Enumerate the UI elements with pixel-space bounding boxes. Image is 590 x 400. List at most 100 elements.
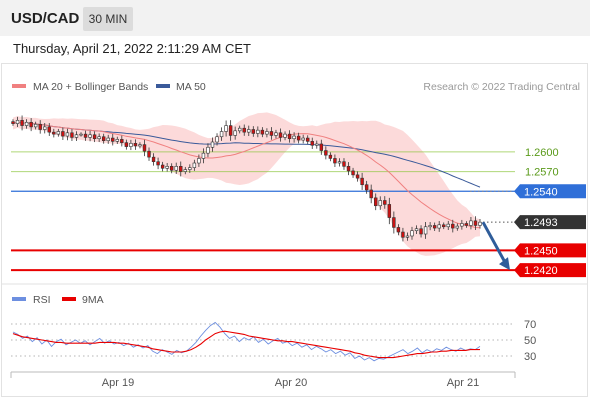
symbol-title: USD/CAD [11, 10, 80, 27]
candle [446, 220, 450, 230]
candle [378, 196, 382, 210]
date-label: Apr 21 [447, 377, 479, 389]
candle-body [260, 129, 265, 135]
candle-body [351, 170, 355, 176]
candle [237, 125, 242, 134]
candle-body [138, 144, 142, 147]
candle [423, 221, 428, 239]
candle-body [310, 141, 314, 146]
candle-body [97, 136, 101, 140]
candle-body [233, 130, 237, 136]
candle [392, 211, 396, 234]
candle-body [319, 143, 324, 151]
candle [360, 172, 364, 190]
candle [38, 120, 42, 134]
candle [124, 139, 129, 150]
candle-body [192, 162, 197, 168]
candle-body [29, 121, 33, 128]
candle [437, 221, 441, 232]
candle-body [478, 221, 482, 226]
moving-averages [12, 121, 481, 229]
candle-body [301, 137, 305, 141]
candle [469, 216, 473, 230]
ma20-line [12, 121, 481, 229]
candle [33, 121, 38, 130]
candle-body [278, 132, 283, 138]
candle-body [92, 134, 97, 140]
current-price-label: 1.2493 [524, 217, 558, 229]
candle [242, 124, 246, 136]
candle-body [38, 123, 42, 130]
candle-body [464, 223, 469, 226]
candle [97, 133, 101, 143]
candle-body [355, 174, 360, 179]
candle [115, 136, 119, 145]
candle-body [142, 144, 147, 152]
candle [364, 180, 369, 194]
candle [79, 132, 83, 137]
candle [206, 143, 210, 158]
candle [15, 116, 20, 128]
candle [419, 225, 423, 238]
current-price-tag: 1.2493 [514, 215, 586, 230]
candle [43, 123, 47, 134]
candle [428, 222, 432, 231]
candle-body [79, 133, 83, 136]
candle [355, 171, 360, 182]
candle [410, 226, 414, 240]
candle [369, 184, 373, 204]
candle-body [83, 133, 88, 138]
candle [228, 120, 233, 141]
candle [129, 139, 133, 151]
rsi-line [12, 321, 481, 362]
candle [455, 223, 460, 231]
rsi-tick-label: 50 [524, 335, 536, 347]
candle-body [11, 121, 15, 124]
candle-body [219, 131, 224, 138]
candle [92, 131, 97, 143]
candle [24, 119, 29, 129]
candle-body [179, 166, 183, 172]
candle-body [237, 127, 242, 132]
candle-body [364, 184, 369, 191]
candle-body [52, 131, 56, 135]
candle [179, 161, 183, 177]
candle [61, 127, 65, 140]
candle [192, 159, 197, 171]
forecast-arrow [481, 221, 510, 271]
ma20-legend-swatch [12, 84, 26, 88]
candle [56, 128, 61, 137]
forecast-arrowhead [499, 257, 510, 271]
candle [269, 127, 274, 140]
candle [201, 148, 206, 164]
candle [319, 139, 324, 155]
candle-body [401, 231, 405, 238]
candle-body [405, 235, 410, 238]
timeframe-button[interactable]: 30 MIN [83, 7, 133, 31]
candle-body [469, 220, 473, 226]
pivot-label-tag: 1.2540 [514, 184, 586, 199]
rsi-legend-swatch [12, 297, 26, 301]
candle [374, 193, 378, 211]
candle-body [111, 137, 115, 142]
candle-body [419, 228, 423, 235]
candle [29, 118, 33, 132]
candle-body [251, 129, 256, 134]
candle [260, 127, 265, 138]
candle-body [33, 123, 38, 128]
candle [219, 127, 224, 141]
candle-body [324, 150, 328, 156]
candle [133, 139, 138, 150]
resistance-label: 1.2600 [525, 147, 559, 159]
support-label: 1.2450 [524, 245, 558, 257]
rsi-ma-line [12, 330, 480, 359]
support-label-tag: 1.2420 [514, 263, 586, 278]
candle [233, 126, 237, 140]
chart-header: USD/CAD 30 MIN [0, 0, 590, 36]
candle-body [169, 166, 174, 171]
candle-body [156, 161, 160, 166]
candle-body [374, 197, 378, 207]
candle [351, 167, 355, 178]
candle [169, 163, 174, 174]
candle-body [197, 158, 201, 164]
